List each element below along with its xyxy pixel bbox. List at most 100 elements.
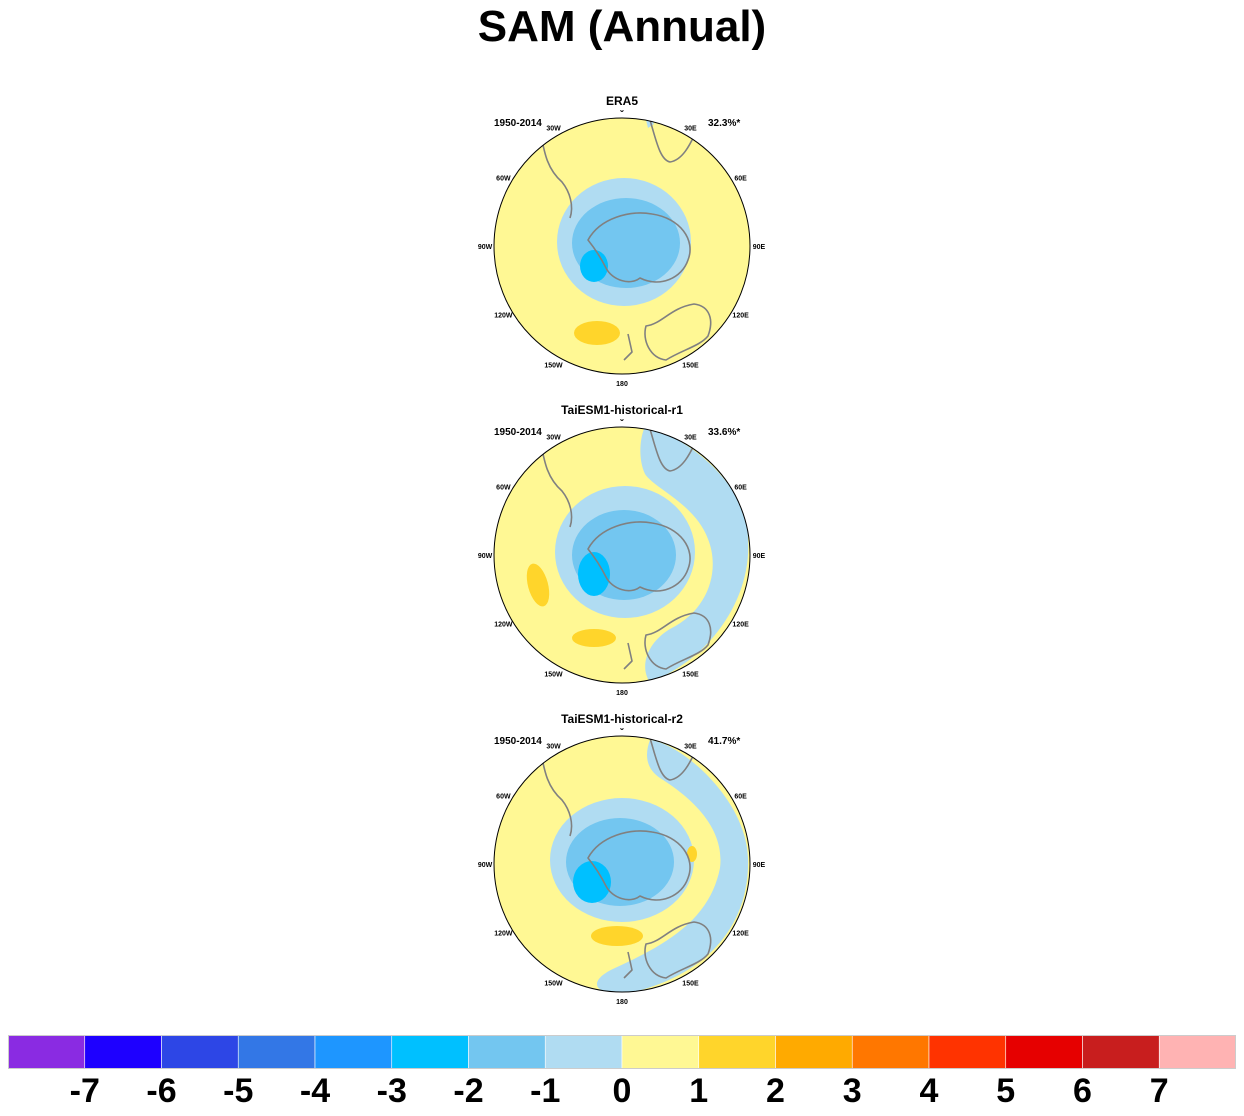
- colorbar-tick-label: -4: [299, 1072, 331, 1110]
- longitude-label: 150E: [682, 672, 699, 679]
- contour-field: [494, 118, 750, 374]
- map-boundary: [493, 735, 751, 993]
- longitude-label: 0: [620, 419, 624, 423]
- longitude-label: 90E: [753, 553, 766, 560]
- map-panel-taiesm1-r1: TaiESM1-historical-r1 1950-2014 33.6%* 0…: [470, 403, 774, 703]
- panel-explained-variance: 32.3%*: [708, 118, 741, 129]
- map-panel-taiesm1-r2: TaiESM1-historical-r2 1950-2014 41.7%* 0…: [470, 712, 774, 1012]
- map-boundary: [493, 426, 751, 684]
- longitude-label: 180: [616, 999, 628, 1006]
- longitude-label: 30W: [546, 125, 561, 132]
- colorbar-tick-label: -1: [530, 1072, 561, 1110]
- colorbar-swatch: [775, 1035, 853, 1069]
- colorbar-tick-label: 7: [1149, 1072, 1169, 1110]
- longitude-label: 120E: [732, 312, 749, 319]
- longitude-label: 30E: [684, 743, 697, 750]
- longitude-label: 150W: [544, 363, 563, 370]
- colorbar-tick-label: 5: [996, 1072, 1016, 1110]
- longitude-label: 150E: [682, 981, 699, 988]
- longitude-label: 60W: [496, 794, 511, 801]
- longitude-label: 120W: [494, 930, 513, 937]
- map-panel-era5: ERA5 1950-2014 32.3%* 0 30E 60E 90E 120E 150E…: [470, 94, 774, 394]
- colorbar-swatch: [1082, 1035, 1160, 1069]
- longitude-label: 60E: [734, 794, 747, 801]
- longitude-label: 150E: [682, 363, 699, 370]
- contour-region: [580, 250, 608, 282]
- polar-map: 0 30E 60E 90E 120E 150E 180 150W 120W 90W 60W 30W: [478, 419, 766, 697]
- coastline: [649, 119, 697, 163]
- coastline: [539, 129, 573, 219]
- coastline: [644, 921, 712, 979]
- colorbar-tick-label: 0: [612, 1072, 632, 1110]
- panel-explained-variance: 33.6%*: [708, 427, 741, 438]
- contour-region: [573, 861, 611, 903]
- panel-title: ERA5: [605, 94, 638, 108]
- panel-explained-variance: 41.7%*: [708, 736, 741, 747]
- colorbar-swatch: [161, 1035, 239, 1069]
- longitude-label: 90E: [753, 862, 766, 869]
- colorbar-swatch: [391, 1035, 469, 1069]
- colorbar-swatch: [851, 1035, 930, 1069]
- colorbar-tick-label: 4: [919, 1072, 939, 1110]
- longitude-label: 120E: [732, 621, 749, 628]
- contour-region: [572, 629, 616, 647]
- longitude-label: 120E: [732, 930, 749, 937]
- colorbar-tick-label: 3: [842, 1072, 862, 1110]
- longitude-label: 180: [616, 690, 628, 697]
- panel-period: 1950-2014: [494, 427, 542, 438]
- longitude-label: 60W: [496, 176, 511, 183]
- coastline: [623, 333, 633, 361]
- colorbar-frame: [8, 1035, 1236, 1069]
- coastline: [623, 951, 633, 979]
- contour-region: [591, 926, 643, 946]
- colorbar-swatch: [237, 1035, 316, 1069]
- coastline: [644, 612, 712, 670]
- longitude-label: 60E: [734, 176, 747, 183]
- panel-period: 1950-2014: [494, 118, 542, 129]
- longitude-label: 90W: [478, 862, 493, 869]
- coastline: [649, 737, 697, 781]
- coastline: [587, 521, 691, 592]
- longitude-label: 90W: [478, 244, 493, 251]
- figure-title: SAM (Annual): [477, 2, 767, 51]
- longitude-label: 30E: [684, 434, 697, 441]
- colorbar-swatch: [1005, 1035, 1083, 1069]
- longitude-label: 0: [620, 728, 624, 732]
- colorbar-swatch: [544, 1035, 623, 1069]
- coastline: [539, 747, 573, 837]
- coastline: [587, 830, 691, 901]
- map-boundary: [493, 117, 751, 375]
- longitude-label: 30W: [546, 434, 561, 441]
- longitude-label: 0: [620, 110, 624, 114]
- colorbar-tick-label: -3: [376, 1072, 407, 1110]
- colorbar-tick-label: -6: [146, 1072, 177, 1110]
- longitude-label: 150W: [544, 981, 563, 988]
- panel-title: TaiESM1-historical-r1: [561, 403, 683, 417]
- colorbar-swatch: [698, 1035, 776, 1069]
- coastline: [649, 428, 697, 472]
- polar-map: 0 30E 60E 90E 120E 150E 180 150W 120W 90W 60W 30W: [478, 728, 766, 1006]
- colorbar-swatch: [314, 1035, 393, 1069]
- longitude-label: 60E: [734, 485, 747, 492]
- contour-region: [687, 846, 697, 862]
- longitude-label: 30E: [684, 125, 697, 132]
- colorbar-swatch: [1158, 1035, 1236, 1069]
- panel-title: TaiESM1-historical-r2: [561, 712, 683, 726]
- longitude-label: 60W: [496, 485, 511, 492]
- colorbar-swatch: [468, 1035, 546, 1069]
- colorbar-swatch: [84, 1035, 162, 1069]
- colorbar-swatch: [928, 1035, 1007, 1069]
- colorbar-swatch: [621, 1035, 700, 1069]
- contour-region: [597, 740, 749, 992]
- contour-region: [640, 429, 749, 682]
- panel-period: 1950-2014: [494, 736, 542, 747]
- longitude-label: 30W: [546, 743, 561, 750]
- longitude-label: 90W: [478, 553, 493, 560]
- contour-field: [494, 427, 750, 683]
- coastline: [587, 212, 691, 283]
- colorbar-tick-label: 2: [766, 1072, 785, 1110]
- coastline: [623, 642, 633, 670]
- longitude-label: 90E: [753, 244, 766, 251]
- colorbar-tick-label: 6: [1073, 1072, 1092, 1110]
- polar-map: 0 30E 60E 90E 120E 150E 180 150W 120W 90W 60W 30W: [478, 110, 766, 388]
